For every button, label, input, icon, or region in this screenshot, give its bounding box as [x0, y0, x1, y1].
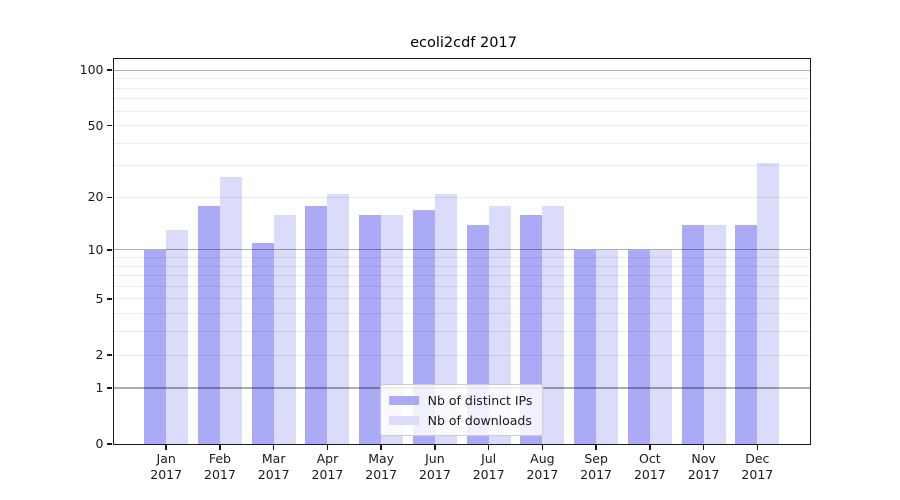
x-tick-label-year: 2017: [580, 466, 613, 482]
y-tick-mark: [106, 196, 112, 199]
y-tick-mark: [106, 387, 112, 389]
plot-area: Nb of distinct IPs Nb of downloads 0 1 2 5 1…: [80, 58, 811, 482]
x-tick-label-year: 2017: [633, 466, 666, 482]
bar-downloads: [596, 249, 619, 444]
bar-distinct-ips: [197, 205, 220, 444]
bar-distinct-ips: [735, 224, 758, 444]
legend-swatch-downloads: [388, 415, 419, 425]
bar-downloads: [434, 193, 457, 444]
x-tick-label-month: Sep: [584, 451, 608, 466]
y-tick-label: 100: [79, 62, 104, 78]
x-tick-mark: [326, 444, 329, 450]
y-tick-label: 20: [87, 189, 104, 205]
chart-title: ecoli2cdf 2017: [410, 35, 517, 51]
bar-distinct-ips: [574, 249, 597, 444]
y-tick-label: 50: [87, 117, 104, 133]
x-tick-label-month: Jan: [156, 451, 176, 466]
y-tick-label: 1: [95, 379, 104, 395]
x-tick-mark: [649, 444, 651, 450]
x-tick-label: Aug 2017: [512, 451, 572, 482]
x-tick-label-year: 2017: [741, 466, 774, 482]
x-tick-label: Jun 2017: [405, 451, 465, 482]
x-tick-label: Nov 2017: [674, 451, 734, 482]
bar-distinct-ips: [305, 205, 328, 444]
x-tick-label: Jan 2017: [136, 451, 196, 482]
x-tick-label-year: 2017: [365, 466, 398, 482]
x-tick-label: Jul 2017: [459, 451, 519, 482]
x-tick-label: Mar 2017: [244, 451, 304, 482]
legend: Nb of distinct IPs Nb of downloads: [379, 384, 544, 436]
bar-downloads: [166, 230, 189, 444]
bar-downloads: [757, 163, 780, 444]
x-tick-mark: [702, 444, 705, 450]
y-tick-mark: [106, 354, 112, 356]
bar-distinct-ips: [681, 224, 704, 444]
bar-downloads: [542, 205, 565, 444]
x-tick-label: May 2017: [351, 451, 411, 482]
bar-downloads: [703, 224, 726, 444]
bar-downloads: [327, 193, 350, 444]
bar-distinct-ips: [627, 249, 650, 444]
bar-distinct-ips: [144, 249, 167, 444]
legend-label-distinct-ips: Nb of distinct IPs: [427, 392, 533, 408]
x-tick-label: Feb 2017: [190, 451, 250, 482]
x-tick-label-year: 2017: [526, 466, 559, 482]
y-tick-mark: [106, 443, 112, 445]
x-tick-mark: [219, 444, 221, 450]
x-tick-mark: [434, 444, 436, 450]
x-tick-label-month: Jul: [481, 451, 497, 466]
y-tick-mark: [106, 249, 112, 251]
legend-swatch-distinct-ips: [388, 395, 419, 405]
x-tick-mark: [487, 444, 490, 450]
x-tick-label: Sep 2017: [566, 451, 626, 482]
legend-label-downloads: Nb of downloads: [427, 412, 532, 428]
x-tick-label-month: Mar: [261, 451, 286, 466]
x-tick-label-month: Oct: [639, 451, 661, 466]
x-tick-label-year: 2017: [687, 466, 720, 482]
y-tick-mark: [106, 124, 112, 127]
y-tick-label: 2: [95, 347, 104, 363]
x-tick-label-month: May: [368, 451, 395, 466]
x-tick-label-year: 2017: [150, 466, 183, 482]
x-tick-label: Dec 2017: [727, 451, 787, 482]
x-tick-label-year: 2017: [204, 466, 236, 482]
x-tick-label-year: 2017: [311, 466, 344, 482]
x-tick-mark: [165, 444, 167, 450]
legend-item-downloads: Nb of downloads: [388, 410, 533, 430]
x-tick-label-month: Aug: [530, 451, 555, 466]
bar-downloads: [273, 214, 296, 444]
x-tick-label: Oct 2017: [620, 451, 680, 482]
bar-downloads: [219, 177, 242, 444]
bar-downloads: [649, 249, 672, 444]
x-tick-label-year: 2017: [257, 466, 290, 482]
bar-distinct-ips: [359, 214, 382, 444]
x-tick-label-month: Feb: [208, 451, 231, 466]
x-tick-label-month: Jun: [425, 451, 445, 466]
x-tick-label-month: Apr: [316, 451, 339, 466]
x-tick-label-month: Dec: [745, 451, 770, 466]
legend-item-distinct-ips: Nb of distinct IPs: [388, 390, 533, 410]
y-tick-label: 5: [95, 290, 104, 306]
x-tick-label-year: 2017: [418, 466, 451, 482]
x-tick-label-year: 2017: [472, 466, 505, 482]
bar-distinct-ips: [251, 242, 274, 444]
x-tick-mark: [272, 444, 275, 450]
x-tick-mark: [380, 444, 382, 450]
x-tick-mark: [756, 444, 759, 450]
x-tick-label: Apr 2017: [297, 451, 357, 482]
y-tick-label: 10: [87, 241, 104, 257]
x-tick-mark: [541, 444, 544, 450]
y-tick-mark: [106, 298, 112, 300]
x-tick-mark: [595, 444, 597, 450]
x-tick-label-month: Nov: [691, 451, 716, 466]
y-tick-label: 0: [95, 436, 104, 451]
y-tick-mark: [106, 69, 112, 71]
